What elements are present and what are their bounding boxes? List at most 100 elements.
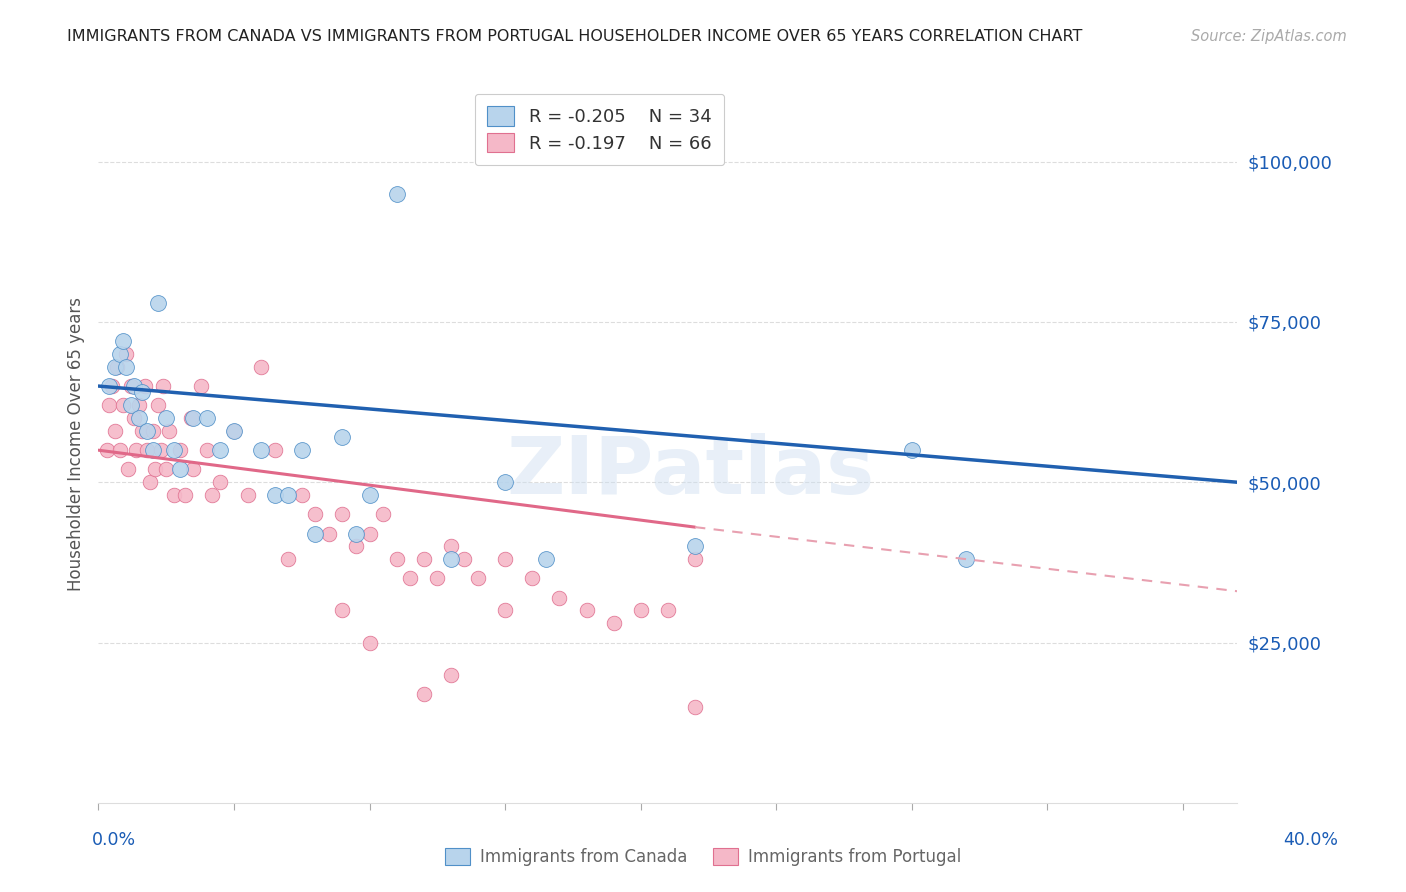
Point [534,552,557,566]
Point [142,443,165,458]
Point [195,443,218,458]
Point [359,635,381,649]
Point [399,571,422,585]
Point [222,424,245,438]
Point [494,603,516,617]
Point [157,424,180,438]
Point [371,508,394,522]
Point [332,603,354,617]
Point [440,539,463,553]
Point [131,385,153,400]
Point [467,571,489,585]
Point [494,475,516,490]
Point [683,552,706,566]
Point [263,488,285,502]
Point [152,379,174,393]
Point [96,443,118,458]
Point [222,424,245,438]
Point [304,526,326,541]
Point [683,539,706,553]
Point [385,186,408,201]
Point [453,552,475,566]
Point [111,334,134,348]
Point [134,379,156,393]
Point [108,443,131,458]
Text: 0.0%: 0.0% [91,831,135,849]
Point [494,552,516,566]
Point [183,411,205,425]
Point [683,699,706,714]
Point [169,462,191,476]
Point [163,443,186,458]
Point [209,443,232,458]
Point [440,667,463,681]
Point [101,379,124,393]
Point [163,488,186,502]
Point [117,462,139,476]
Point [122,411,145,425]
Point [180,411,202,425]
Point [139,475,162,490]
Point [657,603,679,617]
Point [142,424,165,438]
Point [901,443,924,458]
Point [155,411,177,425]
Point [120,398,142,412]
Point [304,508,326,522]
Legend: Immigrants from Canada, Immigrants from Portugal: Immigrants from Canada, Immigrants from … [439,841,967,873]
Text: Source: ZipAtlas.com: Source: ZipAtlas.com [1191,29,1347,44]
Point [332,430,354,444]
Point [128,398,150,412]
Point [277,488,299,502]
Point [108,347,131,361]
Text: ZIPatlas: ZIPatlas [506,434,875,511]
Point [250,443,273,458]
Point [236,488,259,502]
Point [155,462,177,476]
Point [174,488,197,502]
Point [136,424,159,438]
Point [575,603,598,617]
Point [128,411,150,425]
Text: 40.0%: 40.0% [1284,831,1339,849]
Point [412,552,434,566]
Legend: R = -0.205    N = 34, R = -0.197    N = 66: R = -0.205 N = 34, R = -0.197 N = 66 [475,94,724,165]
Point [104,359,127,374]
Point [125,443,148,458]
Y-axis label: Householder Income Over 65 years: Householder Income Over 65 years [66,297,84,591]
Point [131,424,153,438]
Point [332,508,354,522]
Point [291,488,314,502]
Point [149,443,172,458]
Point [114,347,136,361]
Point [522,571,544,585]
Point [548,591,571,605]
Point [250,359,273,374]
Point [111,398,134,412]
Point [630,603,652,617]
Point [277,552,299,566]
Point [359,526,381,541]
Point [201,488,224,502]
Point [98,379,121,393]
Point [146,295,169,310]
Text: IMMIGRANTS FROM CANADA VS IMMIGRANTS FROM PORTUGAL HOUSEHOLDER INCOME OVER 65 YE: IMMIGRANTS FROM CANADA VS IMMIGRANTS FRO… [67,29,1083,44]
Point [145,462,167,476]
Point [98,398,121,412]
Point [955,552,977,566]
Point [190,379,212,393]
Point [195,411,218,425]
Point [209,475,232,490]
Point [136,443,159,458]
Point [183,462,205,476]
Point [359,488,381,502]
Point [146,398,169,412]
Point [107,359,129,374]
Point [122,379,145,393]
Point [114,359,136,374]
Point [104,424,127,438]
Point [344,526,367,541]
Point [169,443,191,458]
Point [291,443,314,458]
Point [263,443,285,458]
